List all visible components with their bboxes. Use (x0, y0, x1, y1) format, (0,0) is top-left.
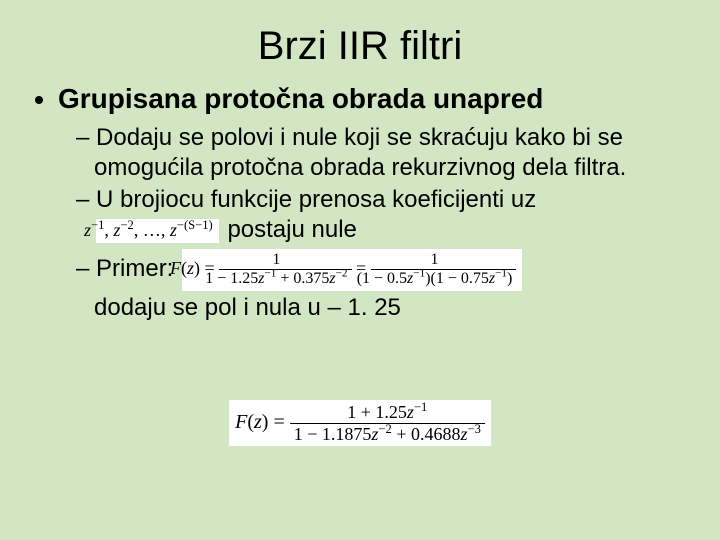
lvl1-item: Grupisana protočna obrada unapred Dodaju… (58, 83, 690, 323)
denominator: 1 − 1.1875z−2 + 0.4688z−3 (290, 424, 485, 445)
denominator: 1 − 1.25z−1 + 0.375z−2 (219, 270, 351, 288)
denominator: (1 − 0.5z−1)(1 − 0.75z−1) (371, 270, 517, 288)
lvl2-text: postaju nule (227, 216, 356, 243)
lvl2-item: Dodaju se polovi i nule koji se skraćuju… (76, 123, 690, 183)
math-primer: F(z) = 1 1 − 1.25z−1 + 0.375z−2 = 1 (1 −… (182, 249, 522, 291)
page-title: Brzi IIR filtri (30, 24, 690, 69)
lvl2-text: U brojiocu funkcije prenosa koeficijenti… (96, 186, 536, 213)
slide: Brzi IIR filtri Grupisana protočna obrad… (0, 0, 720, 540)
lvl1-text: Grupisana protočna obrada unapred (58, 83, 543, 114)
standalone-formula: F(z) = 1 + 1.25z−1 1 − 1.1875z−2 + 0.468… (227, 398, 493, 448)
fraction: 1 + 1.25z−1 1 − 1.1875z−2 + 0.4688z−3 (290, 402, 485, 444)
numerator: 1 (219, 251, 351, 270)
fraction: 1 (1 − 0.5z−1)(1 − 0.75z−1) (371, 251, 517, 289)
lvl2-text: dodaju se pol i nula u – 1. 25 (94, 294, 401, 321)
lvl2-item: Primer: F(z) = 1 1 − 1.25z−1 + 0.375z−2 … (76, 247, 690, 323)
fraction: 1 1 − 1.25z−1 + 0.375z−2 (219, 251, 351, 289)
math-text: z−1, z−2, …, z−(S−1) (84, 220, 213, 240)
numerator: 1 + 1.25z−1 (290, 402, 485, 424)
lvl2-text: Dodaju se polovi i nule koji se skraćuju… (94, 124, 626, 181)
lvl2-text: Primer: (96, 255, 180, 282)
bullet-list-lvl1: Grupisana protočna obrada unapred Dodaju… (40, 83, 690, 323)
bullet-list-lvl2: Dodaju se polovi i nule koji se skraćuju… (76, 123, 690, 323)
math-final: F(z) = 1 + 1.25z−1 1 − 1.1875z−2 + 0.468… (229, 400, 491, 446)
math-sequence: z−1, z−2, …, z−(S−1) (96, 219, 219, 243)
lvl2-item: U brojiocu funkcije prenosa koeficijenti… (76, 185, 690, 245)
